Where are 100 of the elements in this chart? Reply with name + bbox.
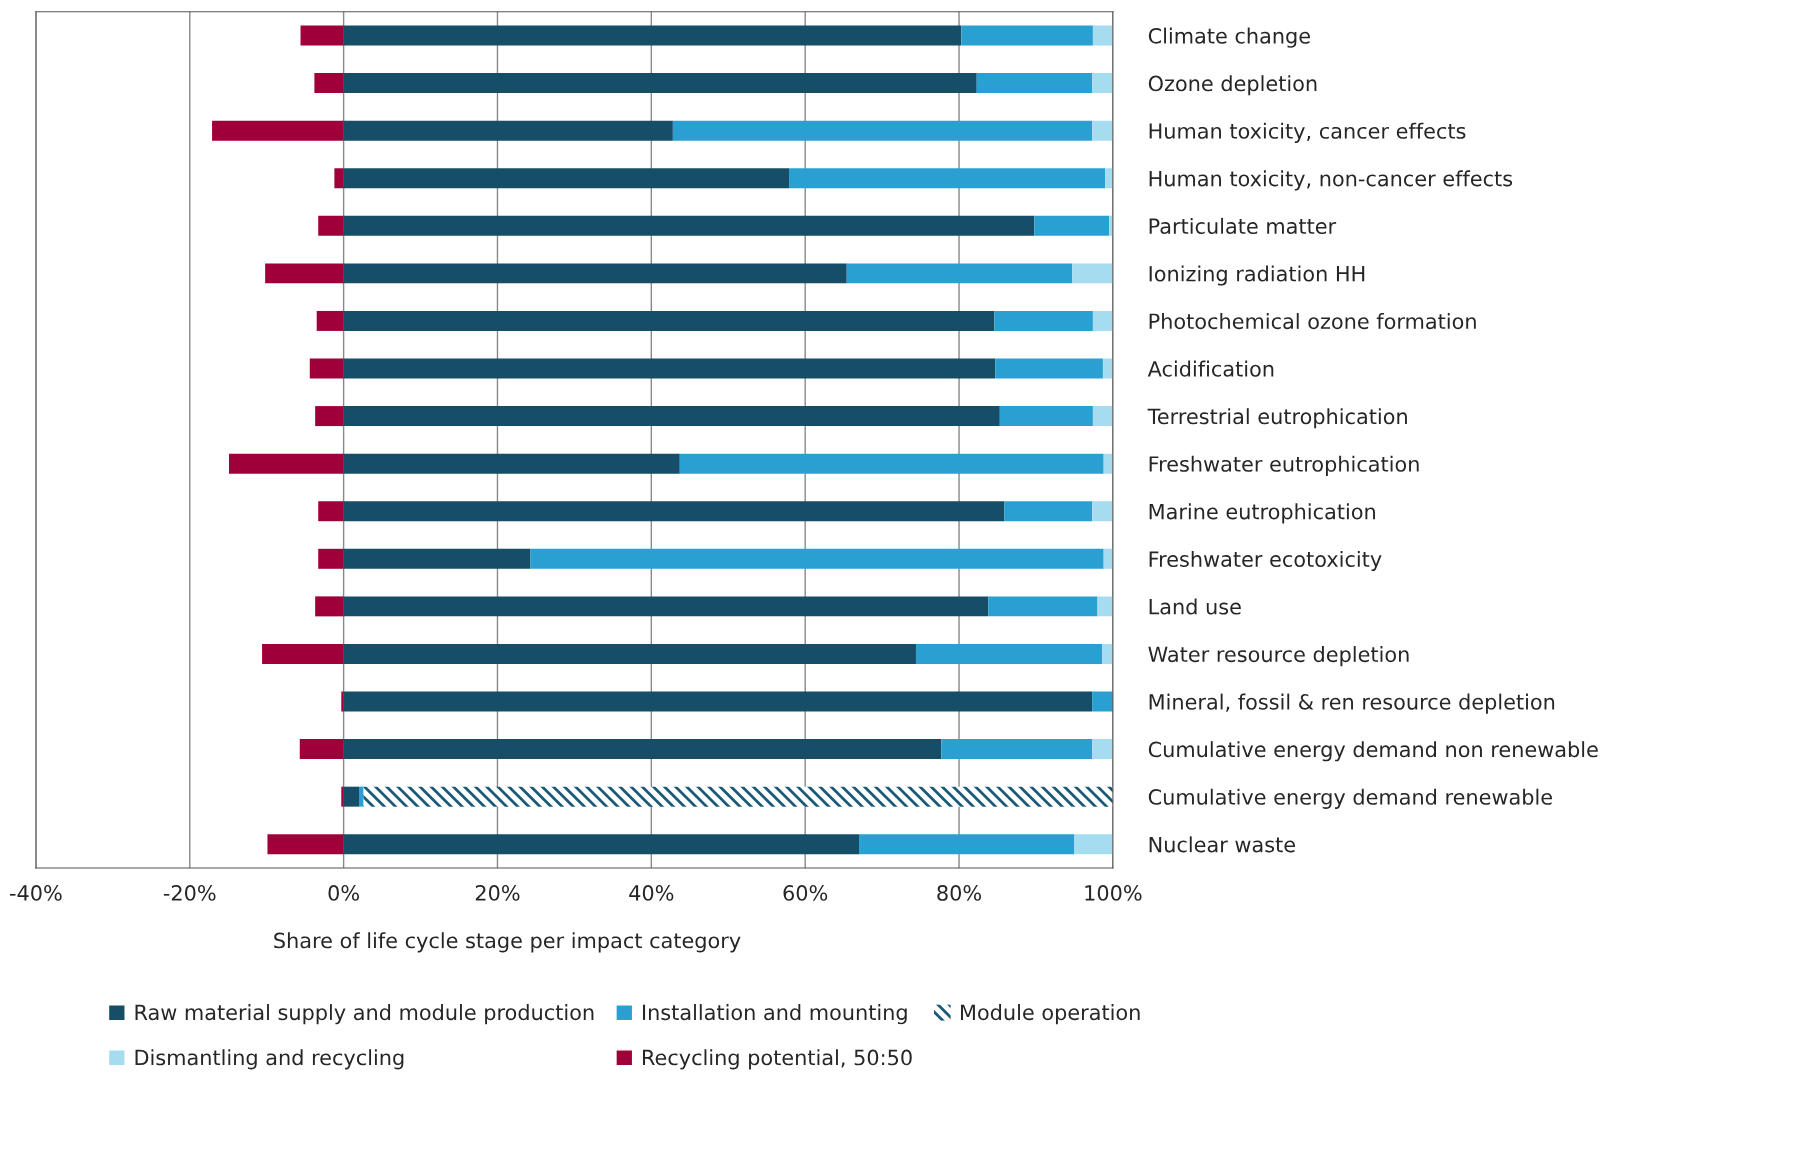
bar <box>1092 73 1113 94</box>
bar <box>343 215 1035 236</box>
bar <box>343 691 1093 712</box>
y-tick-label: Climate change <box>1148 27 1310 48</box>
bar <box>994 310 1093 331</box>
bar <box>1034 215 1110 236</box>
y-tick-label: Cumulative energy demand non renewable <box>1148 741 1598 762</box>
bar <box>530 548 1104 569</box>
bar <box>1092 739 1113 760</box>
bar <box>341 691 344 712</box>
y-tick-label: Acidification <box>1147 360 1274 377</box>
bar <box>343 786 359 807</box>
x-tick-label: 0% <box>328 885 359 901</box>
bar <box>672 120 1093 141</box>
y-tick-label: Land use <box>1149 598 1241 615</box>
bar <box>343 834 860 855</box>
bar <box>999 406 1093 427</box>
bar <box>961 25 1093 46</box>
bar <box>1092 406 1113 427</box>
bar <box>309 358 344 379</box>
bar <box>315 406 344 427</box>
bar <box>343 453 680 474</box>
bar <box>1092 501 1113 522</box>
bar <box>1092 120 1113 141</box>
bar <box>343 643 916 664</box>
bar <box>988 596 1098 617</box>
bar <box>265 263 344 284</box>
bar <box>262 643 344 664</box>
bar <box>343 739 942 760</box>
x-tick-label: 100% <box>1085 885 1142 901</box>
y-tick-label: Human toxicity, non-cancer effects <box>1149 170 1513 191</box>
bar <box>1102 358 1113 379</box>
bar <box>915 643 1103 664</box>
bar <box>1102 643 1113 664</box>
y-tick-label: Mineral, fossil & ren resource depletion <box>1149 693 1555 714</box>
y-tick-label: Ionizing radiation HH <box>1149 265 1365 286</box>
x-tick-label: 40% <box>629 885 674 901</box>
bar <box>343 168 790 189</box>
y-tick-label: Marine eutrophication <box>1149 503 1375 524</box>
y-tick-label: Water resource depletion <box>1148 646 1409 667</box>
legend-label: Module operation <box>961 1004 1140 1025</box>
bar <box>343 25 962 46</box>
bar <box>341 786 344 807</box>
y-tick-label: Cumulative energy demand renewable <box>1148 788 1552 809</box>
bar <box>343 501 1005 522</box>
y-tick-label: Terrestrial eutrophication <box>1147 408 1407 429</box>
bar <box>343 263 847 284</box>
x-axis-title: Share of life cycle stage per impact category <box>274 932 741 953</box>
bar <box>343 120 673 141</box>
bar <box>1072 263 1113 284</box>
bar <box>1097 596 1113 617</box>
bar <box>343 406 1000 427</box>
bar <box>1074 834 1113 855</box>
y-tick-label: Photochemical ozone formation <box>1149 313 1476 330</box>
bar <box>318 501 344 522</box>
y-tick-label: Nuclear waste <box>1149 836 1295 853</box>
bar <box>316 310 344 331</box>
bar <box>343 596 989 617</box>
y-tick-label: Freshwater eutrophication <box>1149 455 1419 476</box>
legend-label: Recycling potential, 50:50 <box>643 1049 912 1070</box>
bar <box>1092 310 1113 331</box>
x-tick-label: 20% <box>475 885 520 901</box>
bar <box>1092 25 1113 46</box>
bar <box>1105 168 1113 189</box>
bar <box>789 168 1106 189</box>
bar <box>1004 501 1093 522</box>
bar <box>1092 691 1113 712</box>
bar <box>859 834 1075 855</box>
y-tick-label: Human toxicity, cancer effects <box>1149 122 1466 143</box>
y-tick-label: Ozone depletion <box>1148 75 1317 96</box>
bar <box>941 739 1093 760</box>
x-tick-label: -40% <box>10 885 62 901</box>
bar <box>679 453 1104 474</box>
bar <box>343 310 995 331</box>
bar <box>363 786 1113 807</box>
bar <box>314 73 344 94</box>
bar <box>228 453 344 474</box>
bar <box>995 358 1103 379</box>
x-tick-label: -20% <box>163 885 216 901</box>
bar <box>343 548 531 569</box>
bar <box>359 786 364 807</box>
legend-label: Raw material supply and module production <box>135 1004 594 1025</box>
bar <box>267 834 344 855</box>
bar <box>315 596 344 617</box>
x-tick-label: 80% <box>937 885 982 901</box>
legend-label: Dismantling and recycling <box>135 1049 404 1070</box>
bar <box>976 73 1093 94</box>
bar <box>318 215 344 236</box>
bar <box>299 739 344 760</box>
y-tick-label: Freshwater ecotoxicity <box>1149 550 1382 572</box>
y-tick-label: Particulate matter <box>1149 217 1337 235</box>
bar <box>300 25 344 46</box>
bar <box>846 263 1073 284</box>
bar <box>318 548 344 569</box>
bar <box>334 168 344 189</box>
legend-label: Installation and mounting <box>643 1004 907 1025</box>
bar <box>212 120 344 141</box>
bar <box>343 358 996 379</box>
bar <box>343 73 977 94</box>
x-tick-label: 60% <box>783 885 828 901</box>
